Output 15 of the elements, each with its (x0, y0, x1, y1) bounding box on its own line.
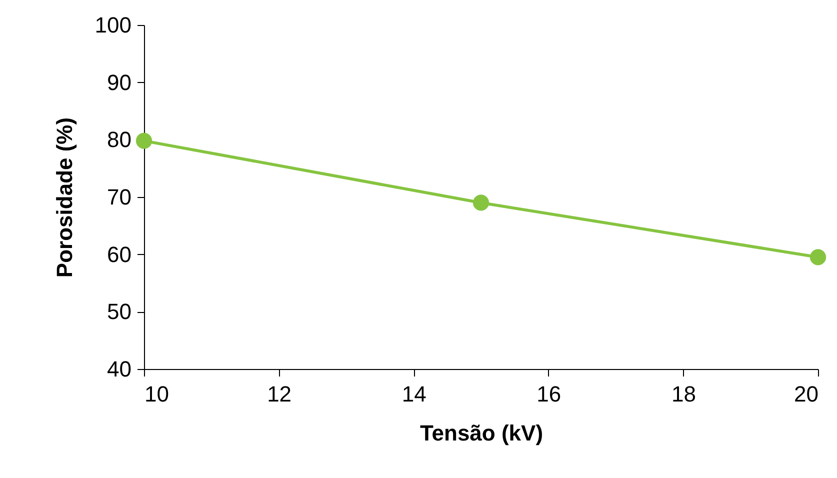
x-axis-title: Tensão (kV) (420, 420, 544, 446)
x-tick-label: 14 (402, 382, 426, 406)
y-tick-label: 80 (107, 127, 132, 152)
x-tick-label: 12 (267, 382, 292, 406)
x-tick-label: 16 (536, 382, 562, 406)
y-tick-label: 60 (107, 242, 132, 267)
y-tick-label: 70 (107, 184, 132, 210)
x-tick-label: 10 (144, 382, 169, 406)
y-tick-label: 40 (107, 356, 132, 382)
y-tick-label: 50 (107, 299, 132, 324)
y-tick-label: 90 (107, 70, 132, 95)
x-tick-label: 18 (671, 382, 696, 406)
x-tick-label: 20 (794, 382, 818, 406)
y-axis-title: Porosidade (%) (52, 117, 77, 278)
y-tick-label: 100 (94, 12, 132, 38)
